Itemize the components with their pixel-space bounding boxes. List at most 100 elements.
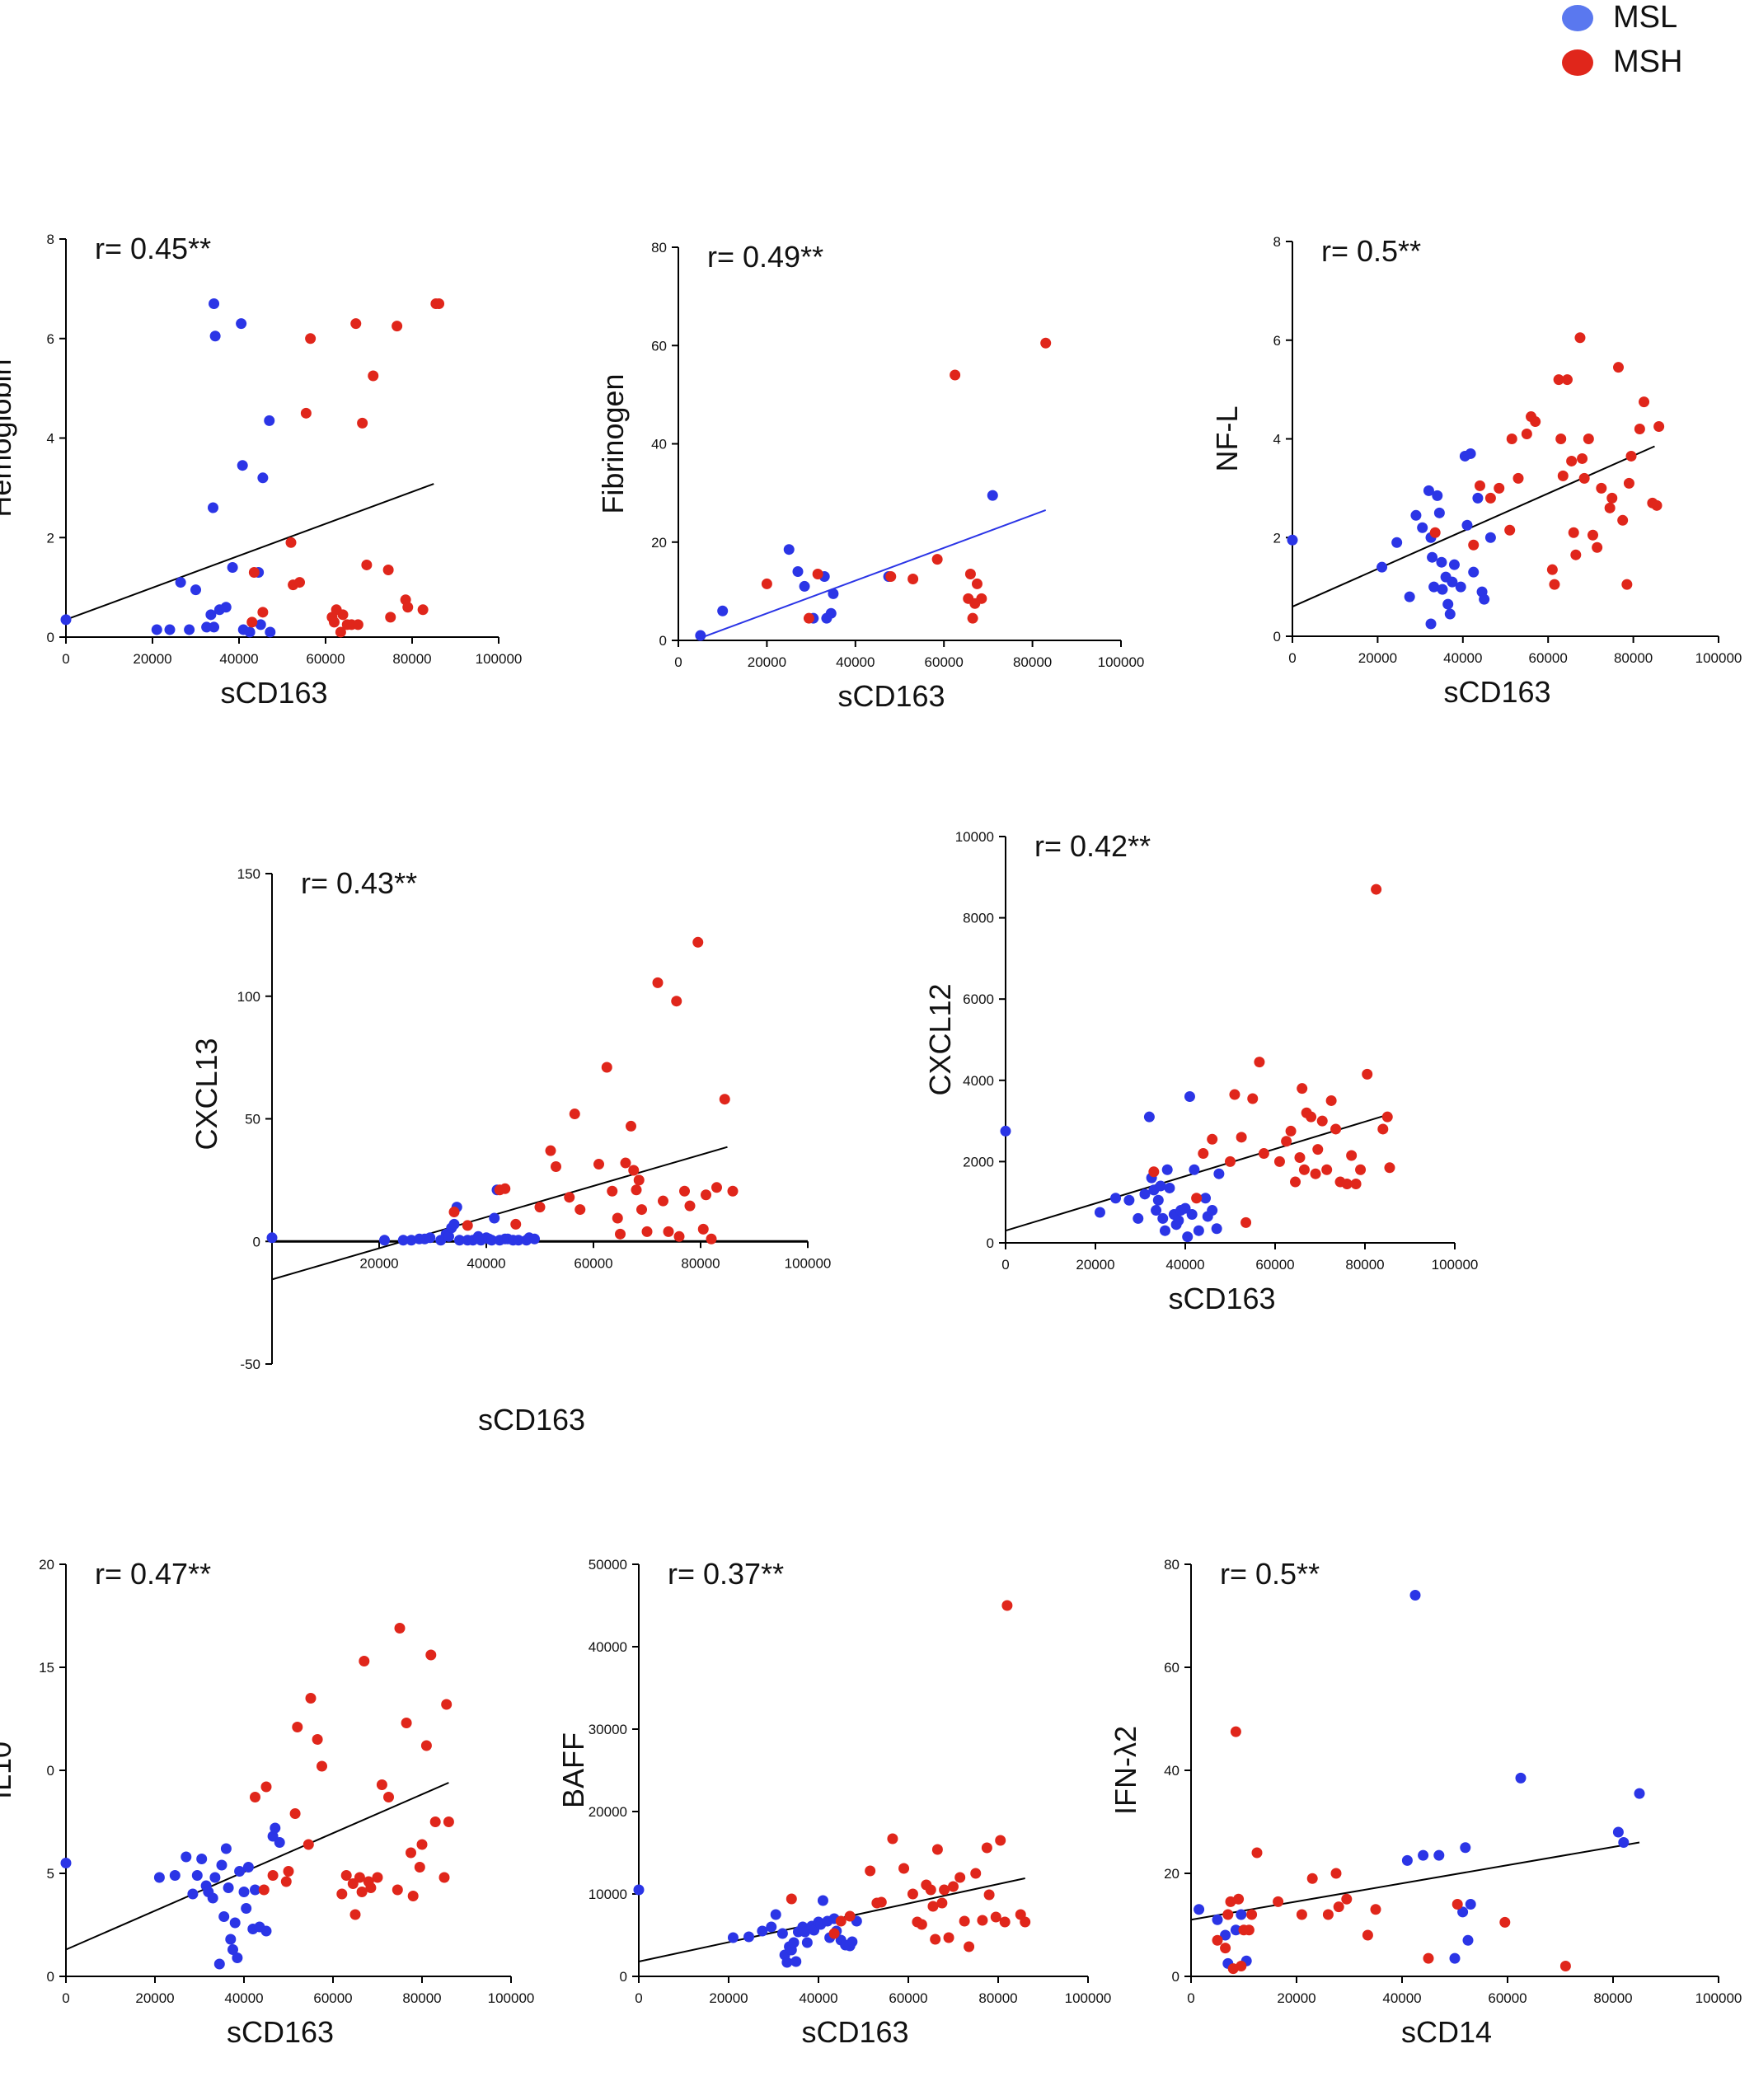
data-point-msh [626, 1120, 636, 1132]
data-point-msl [191, 1870, 203, 1881]
data-point-msh [1333, 1901, 1344, 1913]
data-point-msh [1577, 452, 1588, 464]
data-point-msh [950, 369, 961, 381]
x-tick-label: 20000 [359, 1255, 398, 1271]
data-point-msl [847, 1936, 858, 1948]
data-point-msh [1623, 477, 1634, 489]
data-point-msl [1157, 1212, 1169, 1224]
data-point-msl [717, 605, 729, 616]
data-point-msl [406, 1235, 417, 1246]
data-point-msh [1322, 1909, 1334, 1920]
data-point-msh [350, 318, 362, 330]
y-tick-label: 15 [39, 1660, 54, 1676]
regression-line [65, 483, 434, 621]
data-point-msh [898, 1863, 910, 1874]
data-point-msl [229, 1917, 241, 1929]
data-point-msl [1184, 1091, 1195, 1103]
regression-line [1190, 1841, 1640, 1921]
data-point-msh [658, 1195, 668, 1207]
data-point-msh [633, 1174, 645, 1186]
data-point-msl [220, 602, 232, 613]
data-point-msh [976, 593, 987, 604]
x-tick-label: 80000 [1614, 650, 1653, 666]
data-point-msh [438, 1872, 450, 1883]
data-point-msh [692, 936, 704, 948]
data-point-msl [788, 1937, 800, 1948]
data-point-msh [376, 1779, 387, 1790]
y-axis-label: NF-L [1210, 406, 1244, 472]
y-tick-label: 0 [1273, 629, 1281, 645]
data-point-msh [1297, 1083, 1308, 1095]
data-point-msh [1236, 1132, 1247, 1143]
chart-fibrinogen-vs-scd163: 0 20000 40000 60000 80000 100000 0 20 40 60 80 r= 0… [596, 240, 1144, 713]
data-point-msh [312, 1734, 323, 1745]
data-point-msh [943, 1932, 954, 1943]
data-point-msh [615, 1228, 626, 1240]
legend-marker-msl [1562, 4, 1593, 31]
data-point-msl [828, 588, 839, 599]
data-point-msl [260, 1925, 272, 1937]
data-point-msl [184, 624, 195, 635]
data-point-msl [1460, 1842, 1471, 1854]
x-tick-label: 20000 [135, 1990, 174, 2006]
data-point-msh [999, 1916, 1011, 1928]
data-point-msl [241, 1903, 252, 1914]
y-tick-label: 60 [1164, 1660, 1179, 1676]
correlation-annotation: r= 0.42** [1034, 829, 1151, 863]
y-tick-label: -50 [240, 1357, 260, 1372]
y-tick-label: 2 [47, 530, 54, 546]
data-point-msh [706, 1233, 717, 1245]
data-point-msh [607, 1185, 618, 1197]
y-axis-label: BAFF [556, 1732, 590, 1808]
y-tick-label: 150 [237, 866, 260, 882]
y-tick-label: 5 [47, 1866, 54, 1882]
data-point-msl [1479, 593, 1490, 605]
y-tick-label: 60 [651, 338, 667, 354]
data-point-msh [300, 407, 312, 419]
x-axis-label: sCD163 [837, 679, 945, 713]
data-point-msl [448, 1218, 460, 1230]
data-point-msl [987, 490, 998, 501]
data-point-msl [1515, 1772, 1527, 1784]
data-point-msh [425, 1649, 437, 1661]
data-point-msh [711, 1182, 722, 1193]
data-point-msl [187, 1888, 199, 1900]
data-point-msh [1613, 362, 1625, 373]
x-tick-label: 0 [1001, 1257, 1009, 1273]
data-point-msh [1621, 579, 1633, 590]
data-point-msh [1578, 472, 1590, 484]
data-point-msl [234, 1866, 246, 1877]
data-point-msh [679, 1185, 690, 1197]
data-point-msl [242, 1862, 254, 1873]
data-point-msh [420, 1740, 432, 1751]
x-tick-label: 40000 [836, 654, 875, 670]
data-point-msl [237, 460, 248, 471]
data-point-msh [394, 1623, 406, 1634]
data-point-msl [227, 561, 238, 573]
data-point-msh [294, 577, 305, 588]
chart-cxcl12-vs-scd163: 0 20000 40000 60000 80000 100000 0 2000 4000 6000… [923, 829, 1478, 1315]
data-point-msl [1437, 584, 1448, 595]
data-point-msh [1236, 1961, 1247, 1971]
data-point-msl [223, 1882, 234, 1893]
x-tick-label: 20000 [1277, 1990, 1316, 2006]
data-point-msh [392, 1884, 403, 1896]
data-point-msh [719, 1094, 730, 1105]
data-point-msh [406, 1847, 416, 1859]
x-tick-label: 40000 [799, 1990, 837, 2006]
data-point-msl [1410, 509, 1422, 521]
data-point-msh [990, 1911, 1001, 1923]
y-tick-label: 4 [47, 431, 54, 447]
data-point-msh [1596, 482, 1607, 494]
x-tick-label: 60000 [574, 1255, 612, 1271]
data-point-msh [1243, 1924, 1255, 1936]
data-point-msh [1281, 1136, 1292, 1147]
data-point-msh [964, 1941, 975, 1952]
data-point-msh [1499, 1916, 1511, 1928]
data-point-msl [196, 1854, 208, 1864]
y-tick-label: 0 [253, 1234, 260, 1249]
data-point-msl [783, 544, 795, 555]
data-point-msh [1273, 1896, 1284, 1907]
data-point-msh [248, 567, 260, 579]
data-point-msl [225, 1934, 237, 1945]
